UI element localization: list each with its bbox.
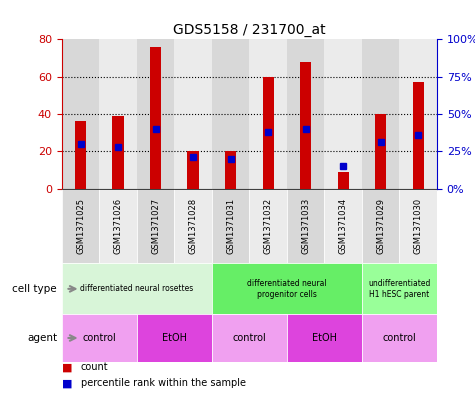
Bar	[62, 39, 99, 189]
Bar	[137, 314, 212, 362]
Bar	[62, 314, 137, 362]
Bar	[225, 151, 236, 189]
Text: GSM1371027: GSM1371027	[151, 198, 160, 254]
Bar	[249, 189, 287, 263]
Text: GSM1371034: GSM1371034	[339, 198, 348, 254]
Text: EtOH: EtOH	[162, 333, 187, 343]
Text: percentile rank within the sample: percentile rank within the sample	[81, 378, 246, 388]
Bar	[75, 121, 86, 189]
Text: GSM1371032: GSM1371032	[264, 198, 273, 254]
Text: GSM1371025: GSM1371025	[76, 198, 85, 254]
Bar	[362, 189, 399, 263]
Bar	[300, 62, 311, 189]
Bar	[362, 263, 437, 314]
Bar	[62, 263, 212, 314]
Text: GSM1371028: GSM1371028	[189, 198, 198, 254]
Bar	[62, 189, 99, 263]
Text: differentiated neural rosettes: differentiated neural rosettes	[80, 285, 193, 293]
Text: count: count	[81, 362, 108, 373]
Bar	[99, 39, 137, 189]
Bar	[174, 189, 212, 263]
Bar	[249, 39, 287, 189]
Bar	[188, 151, 199, 189]
Bar	[212, 39, 249, 189]
Bar	[362, 314, 437, 362]
Bar	[399, 39, 437, 189]
Bar	[338, 172, 349, 189]
Bar	[137, 189, 174, 263]
Bar	[287, 189, 324, 263]
Text: differentiated neural
progenitor cells: differentiated neural progenitor cells	[247, 279, 327, 299]
Bar	[287, 314, 362, 362]
Bar	[137, 39, 174, 189]
Text: GSM1371033: GSM1371033	[301, 198, 310, 254]
Text: ■: ■	[62, 362, 72, 373]
Bar	[324, 39, 362, 189]
Text: undifferentiated
H1 hESC parent: undifferentiated H1 hESC parent	[368, 279, 431, 299]
Bar	[287, 39, 324, 189]
Bar	[150, 47, 161, 189]
Text: EtOH: EtOH	[312, 333, 337, 343]
Bar	[113, 116, 124, 189]
Text: control: control	[232, 333, 266, 343]
Bar	[212, 314, 287, 362]
Text: control: control	[82, 333, 116, 343]
Bar	[212, 189, 249, 263]
Bar	[324, 189, 362, 263]
Text: GSM1371030: GSM1371030	[414, 198, 423, 254]
Bar	[413, 82, 424, 189]
Bar	[99, 189, 137, 263]
Bar	[399, 189, 437, 263]
Title: GDS5158 / 231700_at: GDS5158 / 231700_at	[173, 23, 326, 37]
Bar	[375, 114, 386, 189]
Text: GSM1371031: GSM1371031	[226, 198, 235, 254]
Text: control: control	[382, 333, 417, 343]
Text: cell type: cell type	[12, 284, 57, 294]
Text: GSM1371029: GSM1371029	[376, 198, 385, 254]
Bar	[212, 263, 362, 314]
Bar	[174, 39, 212, 189]
Text: GSM1371026: GSM1371026	[114, 198, 123, 254]
Bar	[362, 39, 399, 189]
Text: agent: agent	[27, 333, 57, 343]
Text: ■: ■	[62, 378, 72, 388]
Bar	[263, 77, 274, 189]
